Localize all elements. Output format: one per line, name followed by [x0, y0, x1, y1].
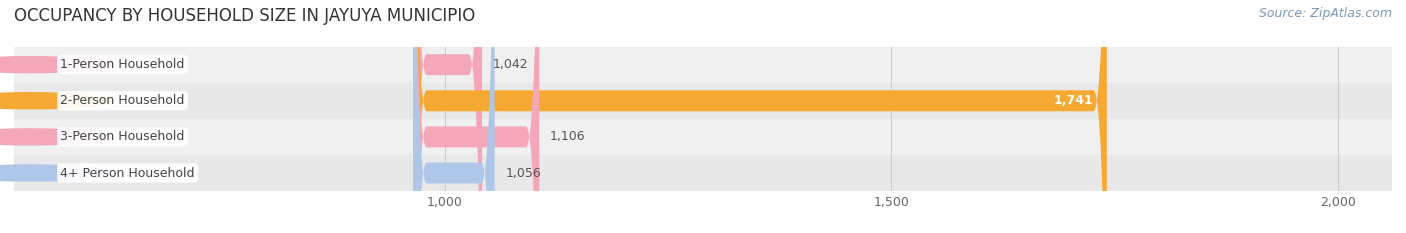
Circle shape [0, 165, 114, 181]
Bar [399, 47, 1392, 83]
Bar [14, 119, 399, 155]
Text: 3-Person Household: 3-Person Household [60, 130, 184, 143]
Bar [14, 155, 399, 191]
Text: 1,042: 1,042 [494, 58, 529, 71]
FancyBboxPatch shape [413, 0, 482, 233]
Text: 1,741: 1,741 [1053, 94, 1094, 107]
Text: 1,106: 1,106 [550, 130, 586, 143]
Bar [399, 83, 1392, 119]
Bar [14, 47, 399, 83]
Text: Source: ZipAtlas.com: Source: ZipAtlas.com [1258, 7, 1392, 20]
Bar [399, 155, 1392, 191]
Bar [399, 119, 1392, 155]
Text: 1-Person Household: 1-Person Household [60, 58, 184, 71]
FancyBboxPatch shape [413, 0, 540, 233]
Bar [14, 83, 399, 119]
Circle shape [0, 129, 114, 145]
Text: 4+ Person Household: 4+ Person Household [60, 167, 195, 179]
FancyBboxPatch shape [413, 0, 495, 233]
Circle shape [0, 57, 114, 73]
Circle shape [0, 93, 114, 109]
FancyBboxPatch shape [413, 0, 1107, 233]
Text: 2-Person Household: 2-Person Household [60, 94, 184, 107]
Text: OCCUPANCY BY HOUSEHOLD SIZE IN JAYUYA MUNICIPIO: OCCUPANCY BY HOUSEHOLD SIZE IN JAYUYA MU… [14, 7, 475, 25]
Text: 1,056: 1,056 [505, 167, 541, 179]
